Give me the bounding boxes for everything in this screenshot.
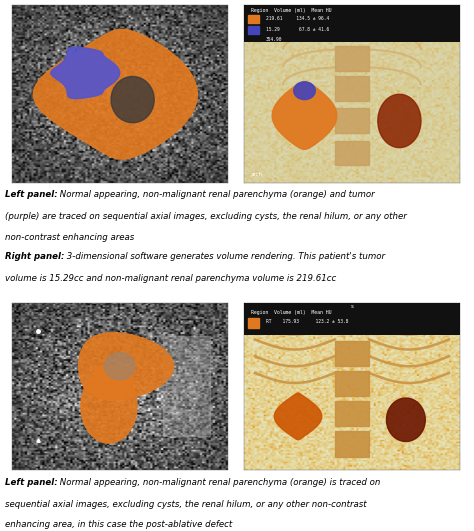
Text: 15.29       67.8 ± 41.6: 15.29 67.8 ± 41.6 — [265, 27, 329, 32]
Text: Left panel:: Left panel: — [5, 478, 57, 487]
Polygon shape — [79, 333, 173, 400]
Text: 3-dimensional software generates volume rendering. This patient's tumor: 3-dimensional software generates volume … — [64, 252, 385, 261]
Polygon shape — [272, 82, 337, 149]
Bar — [335, 401, 369, 426]
Bar — [248, 26, 259, 35]
Text: Normal appearing, non-malignant renal parenchyma (orange) and tumor: Normal appearing, non-malignant renal pa… — [57, 191, 375, 200]
Bar — [94, 366, 133, 396]
Bar — [335, 371, 369, 396]
Text: non-contrast enhancing areas: non-contrast enhancing areas — [5, 233, 134, 242]
Text: enhancing area, in this case the post-ablative defect: enhancing area, in this case the post-ab… — [5, 520, 232, 529]
Text: 354.90: 354.90 — [265, 37, 282, 42]
Polygon shape — [111, 76, 154, 123]
Polygon shape — [34, 29, 197, 159]
Circle shape — [294, 82, 315, 100]
Text: Right panel:: Right panel: — [5, 252, 64, 261]
Polygon shape — [81, 370, 137, 443]
Text: Left panel:: Left panel: — [5, 191, 57, 200]
Text: arch: arch — [251, 172, 263, 177]
Bar — [163, 336, 210, 436]
Text: (purple) are traced on sequential axial images, excluding cysts, the renal hilum: (purple) are traced on sequential axial … — [5, 212, 407, 221]
Polygon shape — [274, 393, 322, 440]
Bar — [335, 341, 369, 366]
Text: 219.61     134.5 ± 96.4: 219.61 134.5 ± 96.4 — [265, 16, 329, 21]
Text: volume is 15.29cc and non-malignant renal parenchyma volume is 219.61cc: volume is 15.29cc and non-malignant rena… — [5, 274, 336, 282]
Polygon shape — [105, 353, 135, 380]
Polygon shape — [51, 47, 119, 99]
Bar — [335, 432, 369, 457]
Text: sequential axial images, excluding cysts, the renal hilum, or any other non-cont: sequential axial images, excluding cysts… — [5, 500, 366, 509]
Bar — [335, 108, 369, 133]
Text: Region  Volume (ml)  Mean HU: Region Volume (ml) Mean HU — [251, 310, 331, 315]
Bar — [335, 141, 369, 166]
Bar — [335, 46, 369, 71]
Text: RT    175.93      123.2 ± 53.8: RT 175.93 123.2 ± 53.8 — [265, 319, 348, 323]
Text: s: s — [350, 304, 354, 309]
Polygon shape — [386, 398, 425, 441]
Bar — [335, 76, 369, 101]
Text: Region  Volume (ml)  Mean HU: Region Volume (ml) Mean HU — [251, 8, 331, 13]
Bar — [248, 318, 259, 328]
Polygon shape — [378, 95, 421, 148]
Bar — [248, 15, 259, 23]
Text: Normal appearing, non-malignant renal parenchyma (orange) is traced on: Normal appearing, non-malignant renal pa… — [57, 478, 381, 487]
